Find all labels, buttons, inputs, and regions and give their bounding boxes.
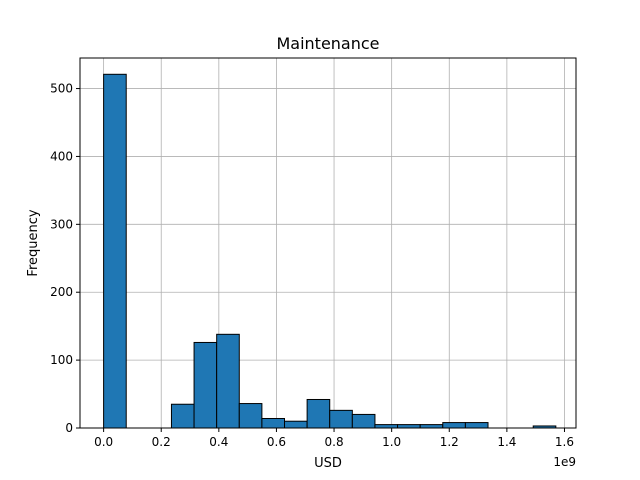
y-axis-ticks: 0 100 200 300 400 500	[50, 82, 80, 435]
x-tick-label: 0.6	[267, 435, 286, 449]
histogram-bar	[170, 403, 195, 429]
histogram-bar	[284, 420, 308, 429]
x-tick-label: 0.8	[325, 435, 344, 449]
histogram-bar	[464, 422, 489, 429]
y-tick-label: 0	[65, 421, 73, 435]
histogram-bar	[374, 424, 399, 429]
x-tick-label: 1.0	[382, 435, 401, 449]
x-axis-label: USD	[314, 456, 342, 471]
histogram-bar	[442, 422, 466, 429]
y-tick-label: 300	[50, 217, 73, 231]
x-tick-label: 0.4	[209, 435, 228, 449]
histogram-bar	[306, 398, 331, 429]
histogram-bar	[351, 413, 376, 429]
histogram-bar	[261, 417, 286, 429]
x-tick-label: 0.0	[94, 435, 113, 449]
y-tick-label: 500	[50, 82, 73, 96]
histogram-bar	[103, 73, 127, 429]
y-tick-label: 200	[50, 285, 73, 299]
chart-title: Maintenance	[276, 34, 379, 53]
histogram-bars	[103, 73, 557, 429]
histogram-bar	[238, 403, 263, 429]
histogram-bar	[419, 424, 444, 429]
y-axis-label: Frequency	[26, 209, 41, 276]
y-tick-label: 400	[50, 149, 73, 163]
x-tick-label: 1.2	[440, 435, 459, 449]
histogram-bar	[397, 424, 421, 429]
x-axis-offset-label: 1e9	[553, 455, 576, 469]
histogram-bar	[329, 409, 353, 429]
x-tick-label: 1.6	[555, 435, 574, 449]
histogram-bar	[216, 333, 240, 429]
plot-frame	[79, 57, 577, 429]
x-tick-label: 1.4	[497, 435, 516, 449]
x-tick-label: 0.2	[152, 435, 171, 449]
histogram-bar	[193, 341, 218, 429]
grid-lines	[80, 58, 576, 429]
y-tick-label: 100	[50, 353, 73, 367]
x-axis-ticks: 0.0 0.2 0.4 0.6 0.8 1.0 1.2 1.4 1.6	[94, 428, 574, 449]
